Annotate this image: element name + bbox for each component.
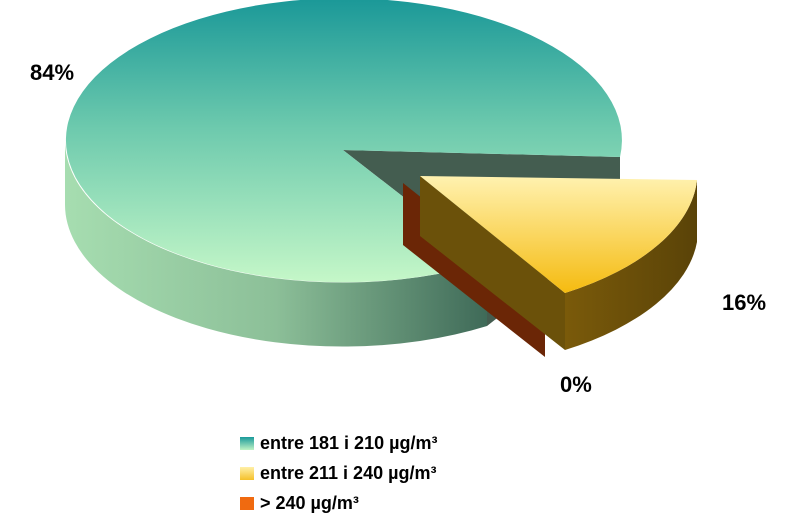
- pie-slice-side-1: [565, 180, 697, 350]
- pie-slice-side-0: [64, 140, 487, 347]
- legend-item-2: > 240 µg/m³: [240, 488, 437, 518]
- legend-label-0: entre 181 i 210 µg/m³: [260, 432, 438, 453]
- legend-label-2: > 240 µg/m³: [260, 492, 359, 513]
- pie-slice-1: [420, 176, 697, 293]
- data-label-1: 16%: [722, 290, 767, 315]
- legend-swatch-1: [240, 466, 254, 480]
- legend-swatch-0: [240, 436, 254, 450]
- pie-slice-face-1: [420, 176, 565, 350]
- legend-swatch-2: [240, 496, 254, 510]
- data-label-2: 0%: [560, 372, 592, 397]
- pie-slice-0: [66, 0, 622, 283]
- legend-label-1: entre 211 i 240 µg/m³: [260, 462, 437, 483]
- legend: entre 181 i 210 µg/m³ entre 211 i 240 µg…: [240, 428, 437, 518]
- legend-item-0: entre 181 i 210 µg/m³: [240, 428, 437, 458]
- data-label-0: 84%: [30, 60, 75, 85]
- legend-item-1: entre 211 i 240 µg/m³: [240, 458, 437, 488]
- pie-chart: [64, 0, 697, 357]
